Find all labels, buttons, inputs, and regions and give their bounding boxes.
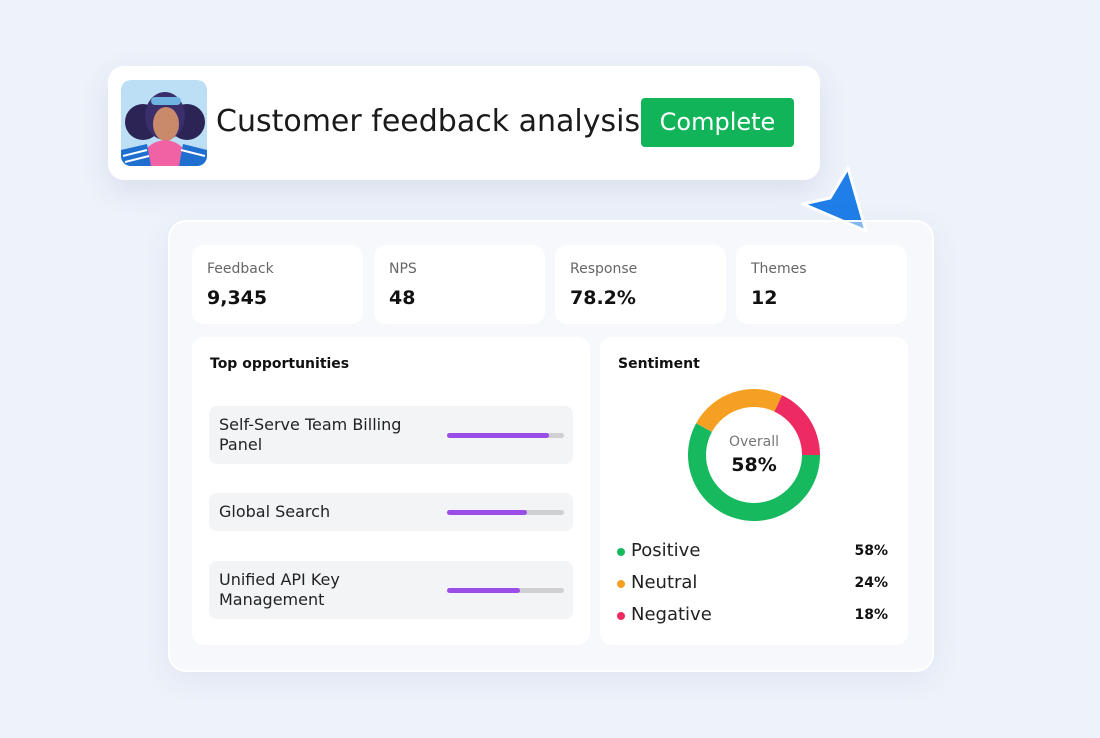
opportunity-name: Self-Serve Team Billing Panel [219, 415, 402, 454]
progress-track [447, 587, 564, 593]
card-title: Top opportunities [210, 356, 350, 372]
opportunity-name: Global Search [219, 502, 331, 521]
donut-segment [696, 389, 783, 432]
legend-value: 18% [854, 607, 888, 623]
metric-card: Response 78.2% [555, 245, 726, 324]
metric-value: 9,345 [207, 287, 268, 309]
metric-label: Feedback [207, 261, 274, 277]
metric-card: Feedback 9,345 [192, 245, 363, 324]
legend-value: 58% [854, 543, 888, 559]
legend-value: 24% [854, 575, 888, 591]
opportunity-item: Self-Serve Team Billing Panel [209, 406, 573, 464]
progress-bar [447, 587, 520, 593]
metric-card: Themes 12 [736, 245, 907, 324]
metric-value: 78.2% [570, 287, 636, 309]
progress-track [447, 432, 564, 438]
header-card: Customer feedback analysis Complete [108, 66, 820, 180]
avatar [121, 80, 207, 166]
metric-card: NPS 48 [374, 245, 545, 324]
title: Customer feedback analysis [216, 104, 641, 139]
status-button[interactable]: Complete [641, 98, 794, 147]
progress-bar [447, 432, 549, 438]
center-value: 58% [731, 454, 777, 476]
metric-label: NPS [389, 261, 417, 277]
metric-label: Themes [751, 261, 807, 277]
center-label: Overall [728, 434, 780, 450]
opportunity-item: Unified API Key Management [209, 561, 573, 619]
legend-label: Positive [631, 540, 701, 561]
cursor [801, 166, 868, 233]
progress-bar [447, 509, 527, 515]
metric-value: 48 [389, 287, 416, 309]
opportunity-item: Global Search [209, 493, 573, 531]
donut [688, 389, 820, 521]
legend-label: Negative [631, 604, 712, 625]
legend-dot [617, 580, 625, 588]
progress-track [447, 509, 564, 515]
donut-segment [774, 395, 820, 455]
legend-dot [617, 612, 625, 620]
metric-label: Response [570, 261, 638, 277]
legend-dot [617, 548, 625, 556]
donut-segment [688, 423, 820, 521]
legend-label: Neutral [631, 572, 698, 593]
sentiment-card: Sentiment Overall 58% Positive 58% Neutral… [600, 337, 908, 645]
metric-value: 12 [751, 287, 778, 309]
opportunity-name: Unified API Key Management [219, 570, 340, 609]
card-title: Sentiment [618, 356, 700, 372]
